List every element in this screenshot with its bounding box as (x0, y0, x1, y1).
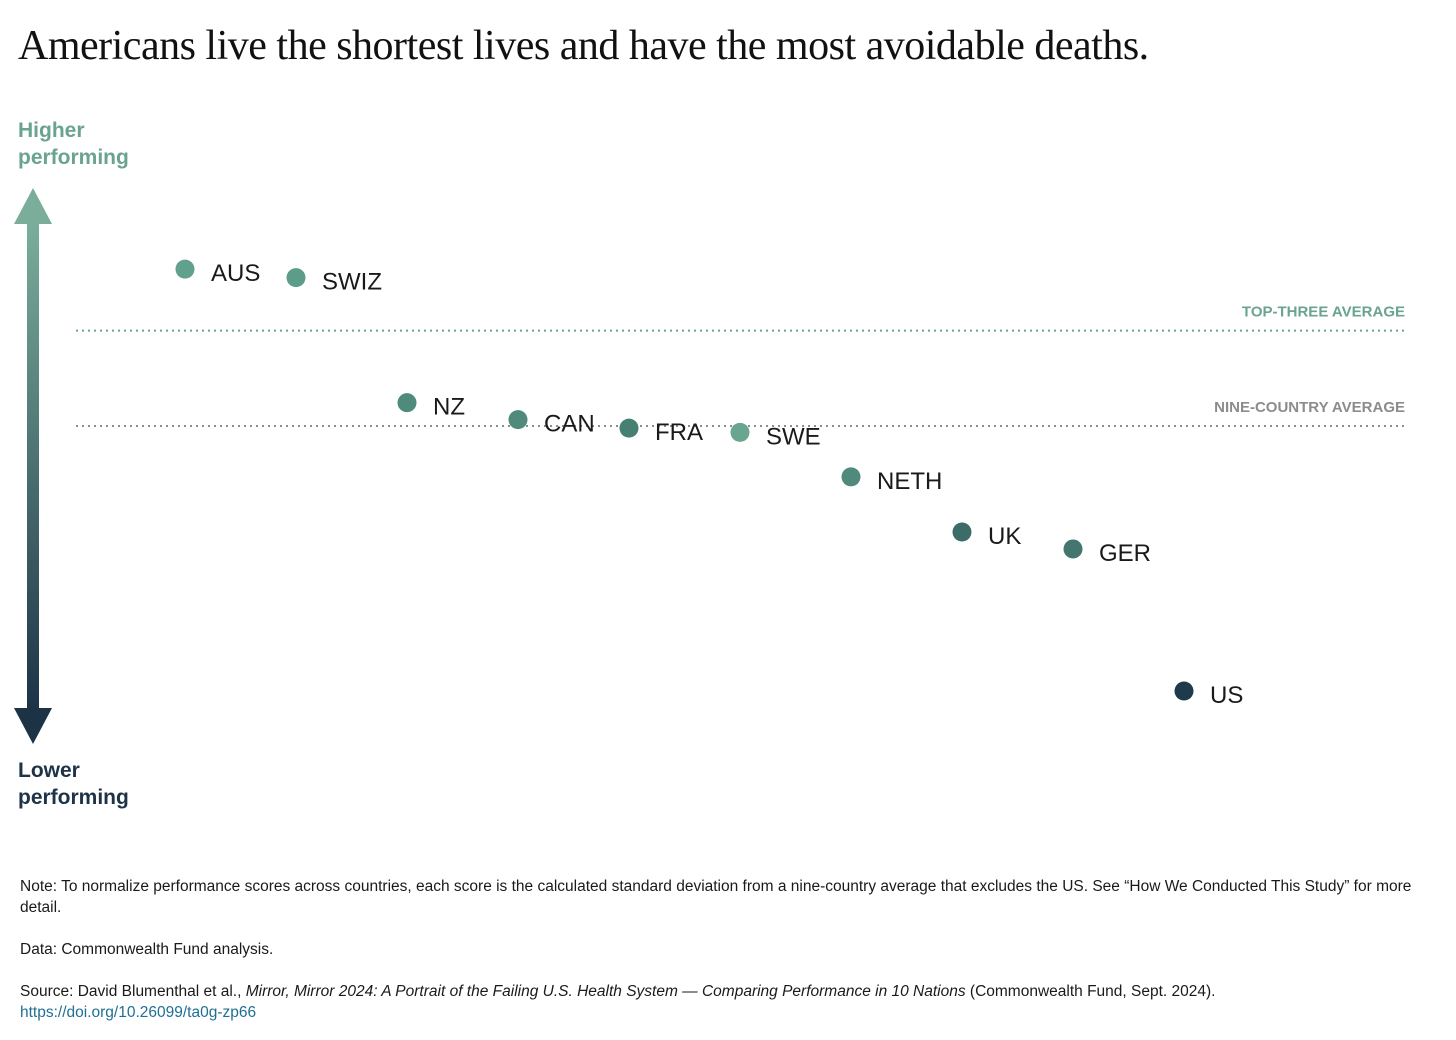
point-ger (1063, 539, 1083, 559)
higher-label-line-1: Higher (18, 119, 85, 142)
point-label-uk: UK (988, 523, 1021, 550)
point-label-fra: FRA (655, 419, 703, 446)
source-citation: Source: David Blumenthal et al., Mirror,… (20, 981, 1420, 1023)
point-label-ger: GER (1099, 540, 1151, 567)
point-us (1174, 681, 1194, 701)
lower-label-line-2: performing (18, 786, 129, 809)
performance-arrow (14, 188, 52, 744)
chart-title: Americans live the shortest lives and ha… (18, 23, 1149, 69)
point-label-swe: SWE (766, 423, 821, 450)
point-uk (952, 522, 972, 542)
source-prefix: Source: David Blumenthal et al., (20, 983, 246, 1000)
point-can (508, 410, 528, 430)
note-text: Note: To normalize performance scores ac… (20, 878, 1412, 916)
scatter-plot: TOP-THREE AVERAGE NINE-COUNTRY AVERAGE AU… (14, 188, 1408, 744)
point-aus (175, 259, 195, 279)
point-swiz (286, 268, 306, 288)
point-label-neth: NETH (877, 468, 942, 495)
source-title: Mirror, Mirror 2024: A Portrait of the F… (245, 983, 966, 1000)
footnotes: Note: To normalize performance scores ac… (20, 876, 1420, 1023)
doi-link[interactable]: https://doi.org/10.26099/ta0g-zp66 (20, 1004, 257, 1021)
higher-performing-label: Higher performing (18, 117, 129, 171)
reference-lines: TOP-THREE AVERAGE NINE-COUNTRY AVERAGE (76, 304, 1408, 427)
point-swe (730, 422, 750, 442)
point-nz (397, 393, 417, 413)
lower-label-line-1: Lower (18, 759, 80, 782)
point-fra (619, 418, 639, 438)
source-suffix: (Commonwealth Fund, Sept. 2024). (965, 983, 1216, 1000)
point-label-us: US (1210, 682, 1243, 709)
point-label-aus: AUS (211, 260, 260, 287)
lower-performing-label: Lower performing (18, 757, 129, 811)
data-credit: Data: Commonwealth Fund analysis. (20, 941, 274, 958)
higher-label-line-2: performing (18, 146, 129, 169)
data-points: AUS SWIZ NZ CAN FRA SWE NETH UK GER US (175, 259, 1243, 709)
point-label-swiz: SWIZ (322, 269, 382, 296)
point-label-can: CAN (544, 411, 595, 438)
point-label-nz: NZ (433, 394, 465, 421)
reference-line-label-1: NINE-COUNTRY AVERAGE (1214, 399, 1405, 416)
reference-line-label-0: TOP-THREE AVERAGE (1242, 304, 1405, 321)
point-neth (841, 467, 861, 487)
